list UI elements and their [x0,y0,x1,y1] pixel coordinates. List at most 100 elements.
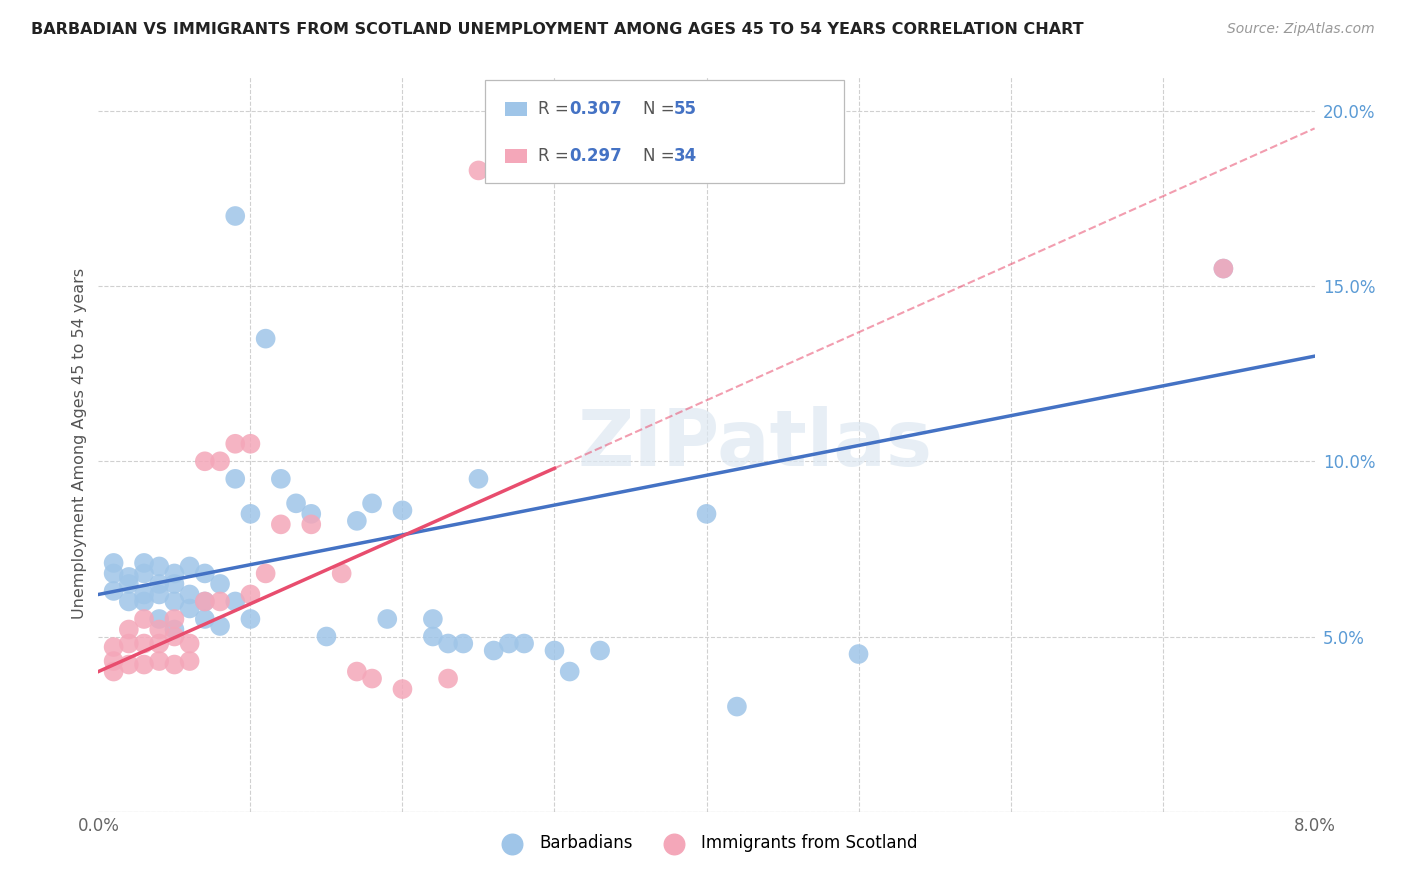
Point [375,612,398,626]
Point [437,672,460,686]
Point [179,636,201,650]
Point [118,657,141,672]
Point [330,566,353,581]
Point [391,503,413,517]
Text: 55: 55 [673,100,696,118]
Point [103,654,125,668]
Y-axis label: Unemployment Among Ages 45 to 54 years: Unemployment Among Ages 45 to 54 years [72,268,87,619]
Point [224,594,246,608]
Point [179,601,201,615]
Point [194,594,217,608]
Point [148,654,170,668]
Point [254,566,277,581]
Point [422,612,444,626]
Point [194,612,217,626]
Point [132,636,155,650]
Text: R =: R = [538,100,575,118]
Point [163,566,186,581]
Point [498,636,520,650]
Point [346,665,368,679]
Point [132,566,155,581]
Point [103,640,125,654]
Point [163,630,186,644]
Point [148,587,170,601]
Point [179,587,201,601]
Point [132,556,155,570]
Text: N =: N = [643,147,679,165]
Point [224,472,246,486]
Point [148,559,170,574]
Point [1212,261,1234,276]
Point [163,612,186,626]
Text: BARBADIAN VS IMMIGRANTS FROM SCOTLAND UNEMPLOYMENT AMONG AGES 45 TO 54 YEARS COR: BARBADIAN VS IMMIGRANTS FROM SCOTLAND UN… [31,22,1084,37]
Point [209,454,232,468]
Point [132,594,155,608]
Point [179,559,201,574]
Point [194,454,217,468]
Point [209,577,232,591]
Point [422,630,444,644]
Point [163,623,186,637]
Point [118,623,141,637]
Point [482,643,505,657]
Point [103,583,125,598]
Point [239,436,262,450]
Point [558,665,581,679]
Legend: Barbadians, Immigrants from Scotland: Barbadians, Immigrants from Scotland [489,827,924,859]
Point [299,517,322,532]
Text: 0.307: 0.307 [569,100,621,118]
Point [361,496,384,510]
Point [543,643,565,657]
Point [103,556,125,570]
Point [118,594,141,608]
Point [254,332,277,346]
Point [163,594,186,608]
Point [239,587,262,601]
Point [118,577,141,591]
Point [513,636,536,650]
Point [209,619,232,633]
Point [148,623,170,637]
Point [163,657,186,672]
Point [848,647,870,661]
Point [725,699,748,714]
Point [391,681,413,696]
Point [467,163,489,178]
Point [209,594,232,608]
Point [132,587,155,601]
Point [224,436,246,450]
Point [148,577,170,591]
Point [285,496,308,510]
Point [224,209,246,223]
Point [103,566,125,581]
Point [132,612,155,626]
Point [118,570,141,584]
Point [346,514,368,528]
Point [194,594,217,608]
Point [148,612,170,626]
Point [239,612,262,626]
Point [453,636,475,650]
Point [315,630,337,644]
Text: Source: ZipAtlas.com: Source: ZipAtlas.com [1227,22,1375,37]
Point [589,643,612,657]
Text: ZIPatlas: ZIPatlas [578,406,932,482]
Text: R =: R = [538,147,575,165]
Point [467,472,489,486]
Point [270,472,292,486]
Point [118,636,141,650]
Point [179,654,201,668]
Point [148,636,170,650]
Point [163,577,186,591]
Point [696,507,718,521]
Text: 0.297: 0.297 [569,147,623,165]
Point [299,507,322,521]
Point [239,507,262,521]
Text: 34: 34 [673,147,697,165]
Point [1212,261,1234,276]
Text: N =: N = [643,100,679,118]
Point [270,517,292,532]
Point [361,672,384,686]
Point [132,657,155,672]
Point [437,636,460,650]
